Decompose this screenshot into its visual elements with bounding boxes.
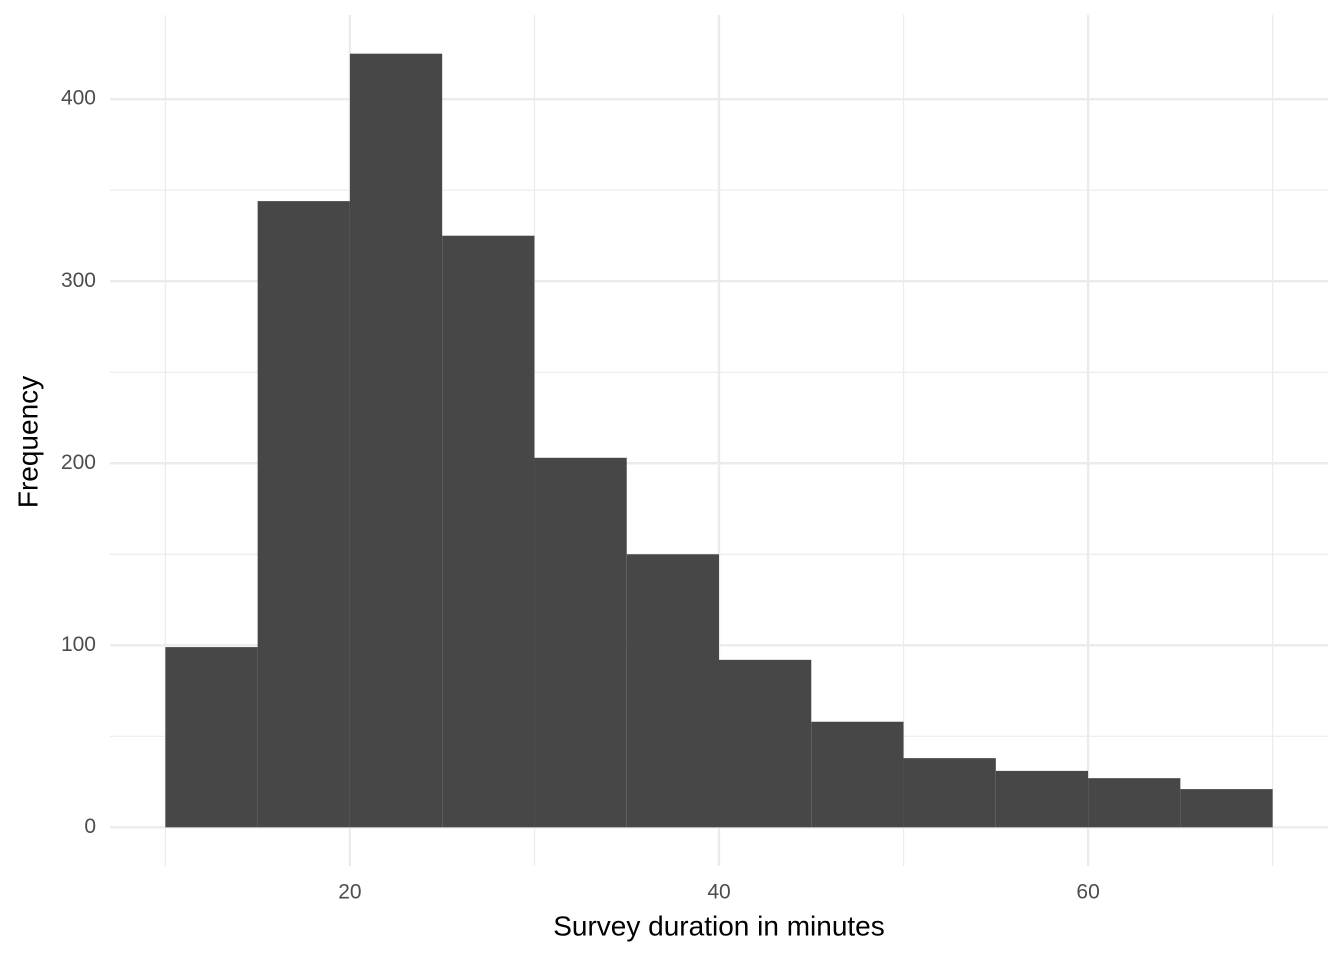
x-tick-label: 60 [1076,881,1099,904]
bar [442,235,535,828]
y-tick-label: 400 [61,87,96,110]
labels: 20 40 60 0 100 200 300 400 [61,87,1100,904]
bar [903,758,996,828]
bar [626,554,719,828]
bar [257,201,350,828]
bar [719,659,812,828]
bar [995,770,1089,828]
y-tick-label: 0 [84,815,96,838]
bar [811,721,904,828]
x-tick-label: 40 [707,881,730,904]
y-tick-label: 200 [61,451,96,474]
x-tick-label: 20 [338,881,361,904]
bars [165,53,1273,828]
bar [165,647,258,828]
x-axis-title: Survey duration in minutes [553,910,885,941]
bar [349,53,443,828]
bar [1180,789,1273,828]
bar [1088,778,1181,828]
bar [534,457,627,828]
y-tick-label: 300 [61,269,96,292]
y-tick-label: 100 [61,633,96,656]
y-axis-title: Frequency [12,376,43,508]
